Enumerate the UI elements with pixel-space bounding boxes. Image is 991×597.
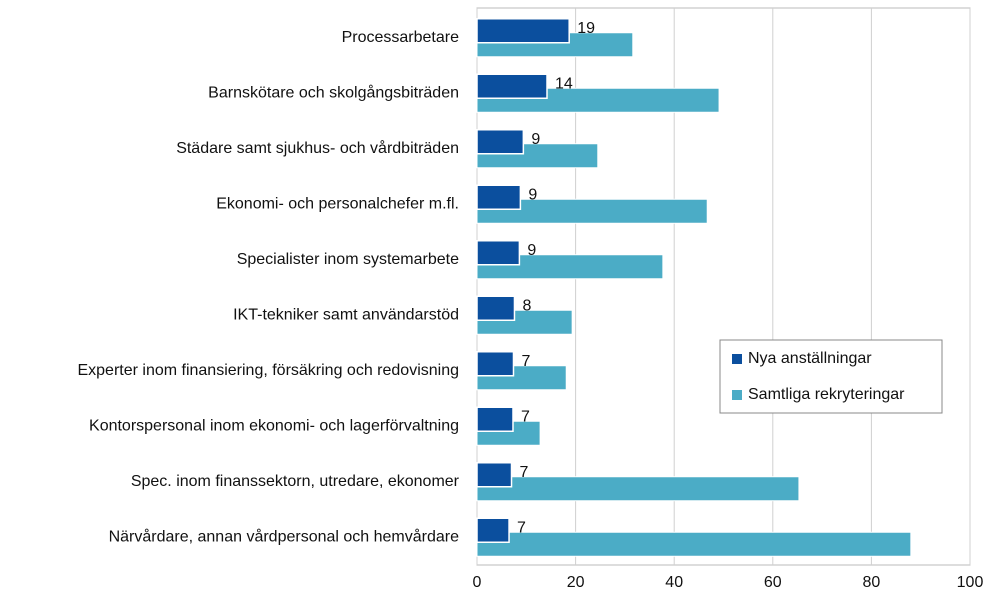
data-label: 9 xyxy=(527,242,536,259)
data-label: 7 xyxy=(517,519,526,536)
data-label: 9 xyxy=(528,186,537,203)
x-tick-label: 60 xyxy=(764,574,782,591)
bar xyxy=(476,406,514,432)
x-tick-label: 0 xyxy=(473,574,482,591)
y-tick-label: Ekonomi- och personalchefer m.fl. xyxy=(216,195,459,212)
bar xyxy=(476,517,510,543)
data-label: 9 xyxy=(531,131,540,148)
data-label: 7 xyxy=(521,353,530,370)
legend-label: Nya anställningar xyxy=(748,350,872,367)
bar xyxy=(476,476,800,502)
y-tick-label: Städare samt sjukhus- och vårdbiträden xyxy=(176,139,459,157)
y-tick-label: Barnskötare och skolgångsbiträden xyxy=(208,83,459,101)
bar xyxy=(476,73,548,99)
y-tick-label: Spec. inom finanssektorn, utredare, ekon… xyxy=(131,473,460,490)
x-tick-label: 100 xyxy=(957,574,984,591)
bar xyxy=(476,240,521,266)
y-tick-label: Närvårdare, annan vårdpersonal och hemvå… xyxy=(109,527,460,545)
data-label: 7 xyxy=(521,408,530,425)
x-tick-label: 80 xyxy=(863,574,881,591)
y-tick-label: IKT-tekniker samt användarstöd xyxy=(233,306,459,323)
bar xyxy=(476,351,515,377)
data-label: 14 xyxy=(555,75,573,92)
x-tick-label: 20 xyxy=(567,574,585,591)
bar xyxy=(476,18,570,44)
y-tick-label: Experter inom finansiering, försäkring o… xyxy=(77,362,459,379)
bar xyxy=(476,531,912,557)
bar xyxy=(476,129,525,155)
bar xyxy=(476,184,522,210)
x-tick-label: 40 xyxy=(665,574,683,591)
legend-box xyxy=(719,339,943,414)
y-tick-label: Specialister inom systemarbete xyxy=(237,251,459,268)
legend-label: Samtliga rekryteringar xyxy=(748,386,905,403)
bar xyxy=(476,462,513,488)
y-tick-label: Processarbetare xyxy=(342,29,459,46)
data-label: 8 xyxy=(522,297,531,314)
data-label: 19 xyxy=(577,20,595,37)
legend-swatch xyxy=(732,390,742,400)
data-label: 7 xyxy=(520,464,529,481)
y-tick-label: Kontorspersonal inom ekonomi- och lagerf… xyxy=(89,417,459,434)
legend-swatch xyxy=(732,354,742,364)
bar xyxy=(476,295,516,321)
